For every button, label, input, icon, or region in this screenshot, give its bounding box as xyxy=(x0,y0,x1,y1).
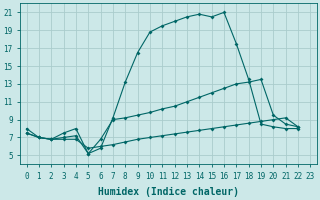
X-axis label: Humidex (Indice chaleur): Humidex (Indice chaleur) xyxy=(98,186,239,197)
